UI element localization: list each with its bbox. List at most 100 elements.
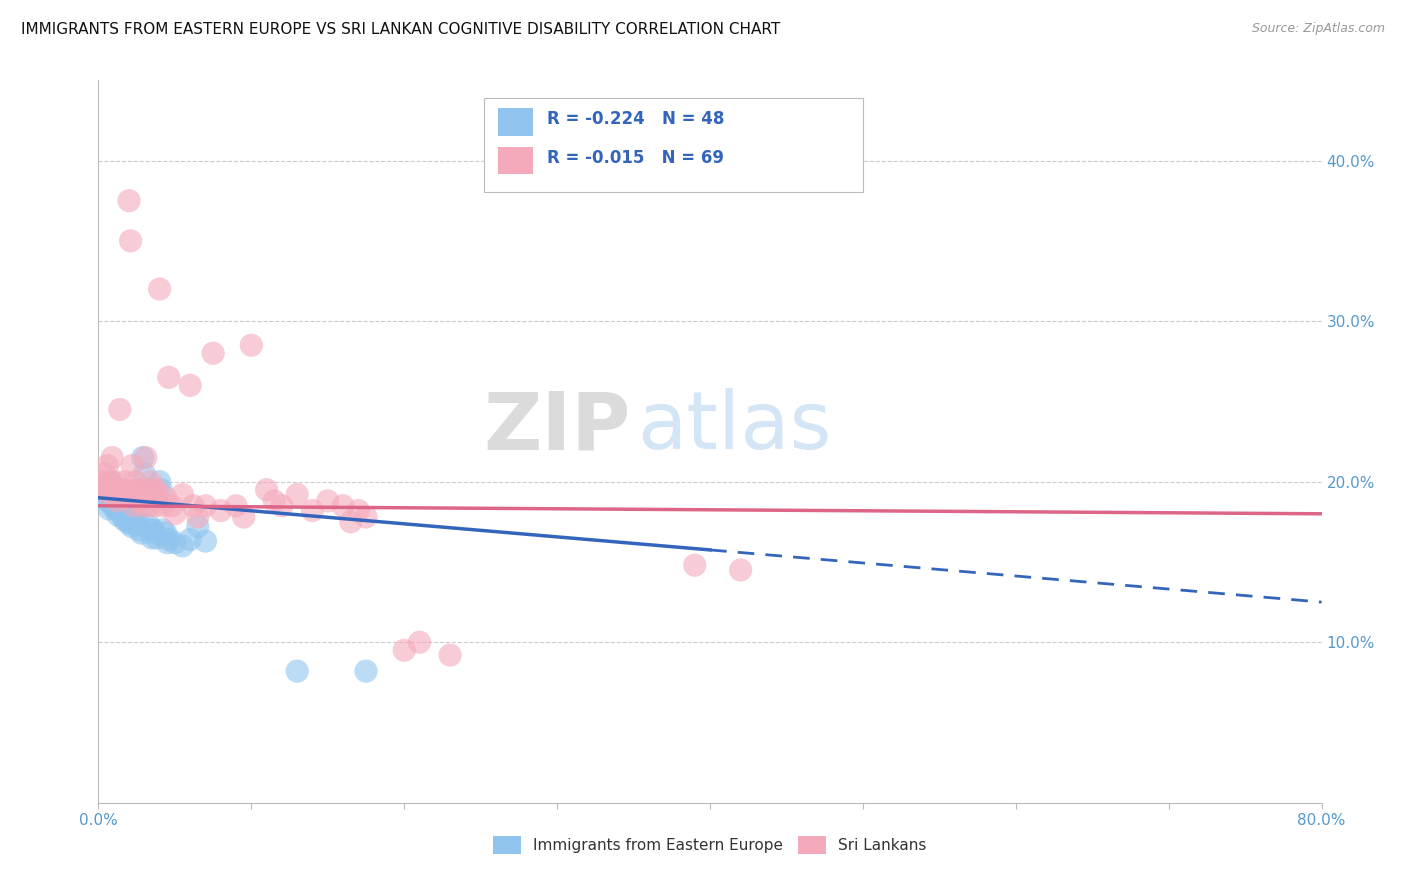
Point	[209, 503, 232, 517]
Point	[101, 499, 124, 513]
Point	[120, 515, 142, 529]
Point	[142, 523, 165, 537]
Point	[98, 502, 121, 516]
Point	[145, 531, 167, 545]
Point	[93, 467, 115, 481]
Point	[149, 282, 172, 296]
Point	[98, 487, 121, 501]
FancyBboxPatch shape	[498, 109, 533, 136]
Point	[141, 483, 163, 497]
Point	[240, 338, 263, 352]
Point	[187, 510, 209, 524]
Point	[285, 487, 308, 501]
Point	[91, 483, 114, 497]
Point	[128, 494, 150, 508]
Point	[145, 483, 167, 497]
Text: IMMIGRANTS FROM EASTERN EUROPE VS SRI LANKAN COGNITIVE DISABILITY CORRELATION CH: IMMIGRANTS FROM EASTERN EUROPE VS SRI LA…	[21, 22, 780, 37]
Point	[103, 483, 125, 497]
Point	[194, 534, 217, 549]
Legend: Immigrants from Eastern Europe, Sri Lankans: Immigrants from Eastern Europe, Sri Lank…	[488, 830, 932, 860]
Point	[139, 523, 162, 537]
Point	[155, 526, 177, 541]
Point	[152, 523, 174, 537]
Point	[172, 487, 194, 501]
Point	[90, 475, 112, 489]
Point	[120, 234, 142, 248]
Text: ZIP: ZIP	[484, 388, 630, 467]
Point	[136, 483, 159, 497]
Point	[152, 499, 174, 513]
Point	[129, 526, 152, 541]
Point	[339, 515, 361, 529]
Point	[103, 491, 125, 505]
Point	[93, 487, 115, 501]
Point	[138, 499, 160, 513]
Point	[143, 526, 166, 541]
Point	[225, 499, 247, 513]
Point	[111, 491, 134, 505]
Point	[94, 481, 117, 495]
Point	[354, 510, 377, 524]
Point	[202, 346, 225, 360]
Point	[100, 475, 122, 489]
Point	[163, 507, 186, 521]
Point	[150, 483, 173, 497]
Point	[172, 539, 194, 553]
Point	[124, 503, 146, 517]
Point	[127, 483, 149, 497]
Point	[683, 558, 706, 573]
Point	[179, 378, 201, 392]
Point	[118, 516, 141, 531]
Point	[91, 478, 114, 492]
Point	[132, 450, 155, 465]
Point	[347, 503, 370, 517]
Point	[115, 507, 138, 521]
Point	[160, 499, 183, 513]
Point	[112, 475, 135, 489]
Point	[104, 502, 127, 516]
Point	[127, 515, 149, 529]
Point	[117, 487, 139, 501]
FancyBboxPatch shape	[484, 98, 863, 193]
Point	[332, 499, 354, 513]
Point	[270, 499, 292, 513]
Point	[105, 495, 128, 509]
Point	[108, 503, 131, 517]
Point	[112, 513, 135, 527]
Point	[316, 494, 339, 508]
Point	[100, 475, 122, 489]
Point	[129, 491, 152, 505]
Point	[94, 483, 117, 497]
Point	[134, 467, 156, 481]
Point	[408, 635, 430, 649]
Point	[122, 499, 145, 513]
Point	[125, 483, 148, 497]
Point	[125, 518, 148, 533]
Text: R = -0.015   N = 69: R = -0.015 N = 69	[547, 149, 724, 167]
FancyBboxPatch shape	[498, 147, 533, 174]
Point	[143, 499, 166, 513]
Point	[111, 510, 134, 524]
Point	[118, 194, 141, 208]
Point	[110, 483, 132, 497]
Point	[134, 483, 156, 497]
Point	[128, 523, 150, 537]
Point	[392, 643, 416, 657]
Point	[101, 450, 124, 465]
Text: atlas: atlas	[637, 388, 831, 467]
Point	[115, 483, 138, 497]
Point	[301, 503, 323, 517]
Text: R = -0.224   N = 48: R = -0.224 N = 48	[547, 110, 724, 128]
Point	[107, 487, 129, 501]
Point	[146, 487, 169, 501]
Point	[256, 483, 278, 497]
Point	[142, 491, 165, 505]
Point	[149, 475, 172, 489]
Point	[136, 487, 159, 501]
Point	[354, 664, 377, 678]
Point	[187, 519, 209, 533]
Point	[97, 458, 120, 473]
Point	[117, 513, 139, 527]
Point	[124, 475, 146, 489]
Point	[121, 458, 143, 473]
